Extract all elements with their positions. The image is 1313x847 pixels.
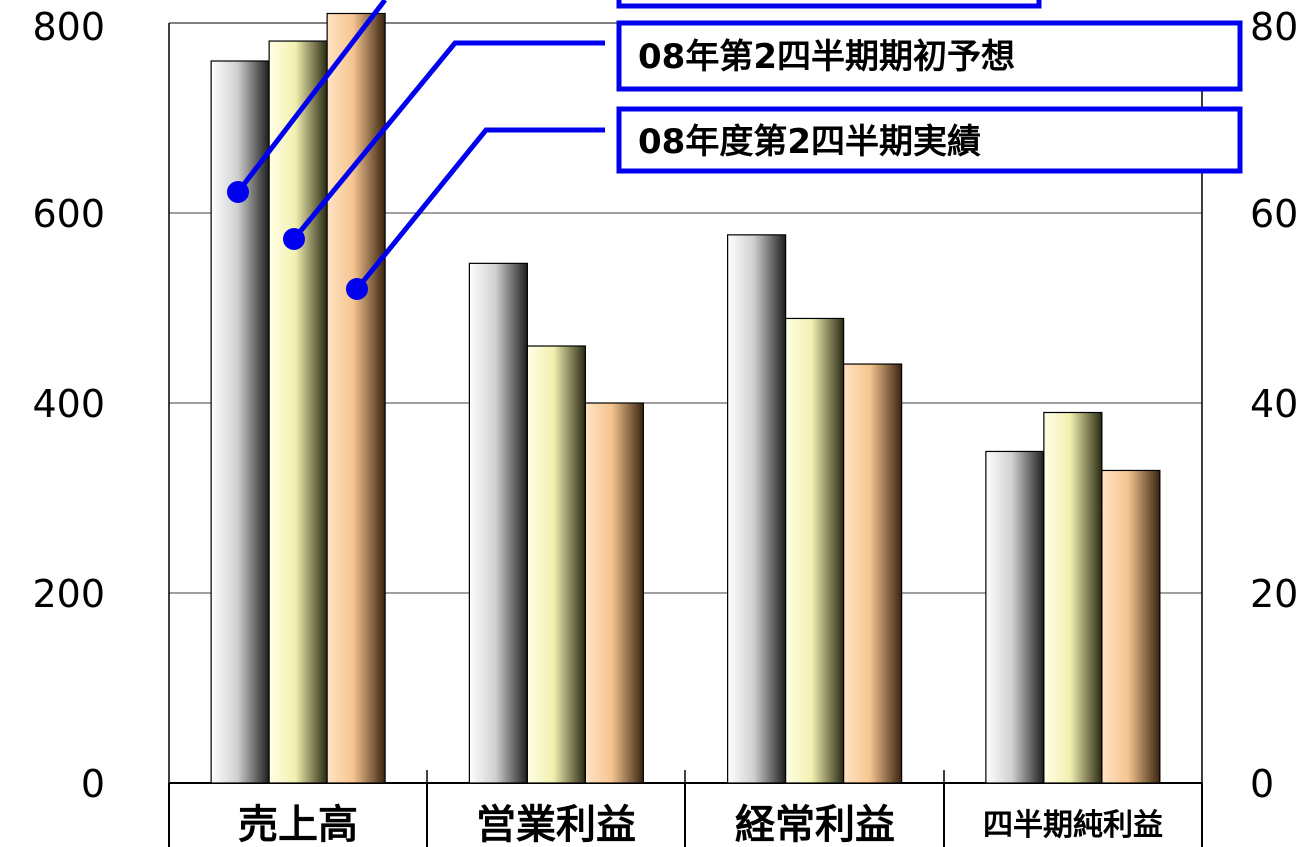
right-tick-label: 60 — [1250, 192, 1298, 236]
leader-dot — [283, 228, 305, 250]
legend-label: 08年第2四半期期初予想 — [638, 37, 1015, 77]
bar — [326, 12, 386, 784]
category-label: 売上高 — [238, 802, 358, 847]
bar — [268, 40, 328, 784]
leader-line — [236, 0, 387, 194]
right-tick-label: 40 — [1250, 382, 1298, 426]
bar — [526, 345, 586, 784]
left-axis-ticks: 0 200 400 600 800 — [32, 5, 105, 806]
legend-label: 08年度第2四半期実績 — [638, 122, 981, 162]
leader-line — [355, 127, 605, 291]
category-label: 営業利益 — [476, 802, 636, 847]
bar — [468, 262, 528, 784]
leader-dot — [346, 278, 368, 300]
category-table: 売上高 営業利益 経常利益 四半期純利益 — [168, 770, 1203, 847]
right-tick-label: 0 — [1250, 762, 1274, 806]
legend-box — [616, 20, 1243, 92]
bar — [210, 60, 270, 784]
left-tick-label: 400 — [32, 382, 105, 426]
left-tick-label: 800 — [32, 5, 105, 49]
bar — [843, 363, 903, 784]
leader-dot — [227, 181, 249, 203]
bar — [985, 450, 1045, 784]
category-label: 経常利益 — [735, 802, 895, 847]
leader-line — [292, 40, 605, 241]
right-tick-label: 20 — [1250, 572, 1298, 616]
bar — [1043, 411, 1103, 784]
left-tick-label: 0 — [81, 762, 105, 806]
legend-box — [616, 106, 1243, 174]
bar — [727, 234, 787, 784]
bars — [210, 12, 1161, 784]
legend-box — [616, 0, 1042, 9]
left-tick-label: 600 — [32, 192, 105, 236]
bar — [1101, 469, 1161, 784]
legend-callouts: 08年第2四半期期初予想 08年度第2四半期実績 — [227, 0, 1243, 300]
bar — [584, 402, 644, 784]
right-axis-ticks: 0 20 40 60 80 — [1250, 5, 1298, 806]
bar — [785, 317, 845, 784]
category-label: 四半期純利益 — [983, 808, 1163, 843]
right-tick-label: 80 — [1250, 5, 1298, 49]
left-tick-label: 200 — [32, 572, 105, 616]
